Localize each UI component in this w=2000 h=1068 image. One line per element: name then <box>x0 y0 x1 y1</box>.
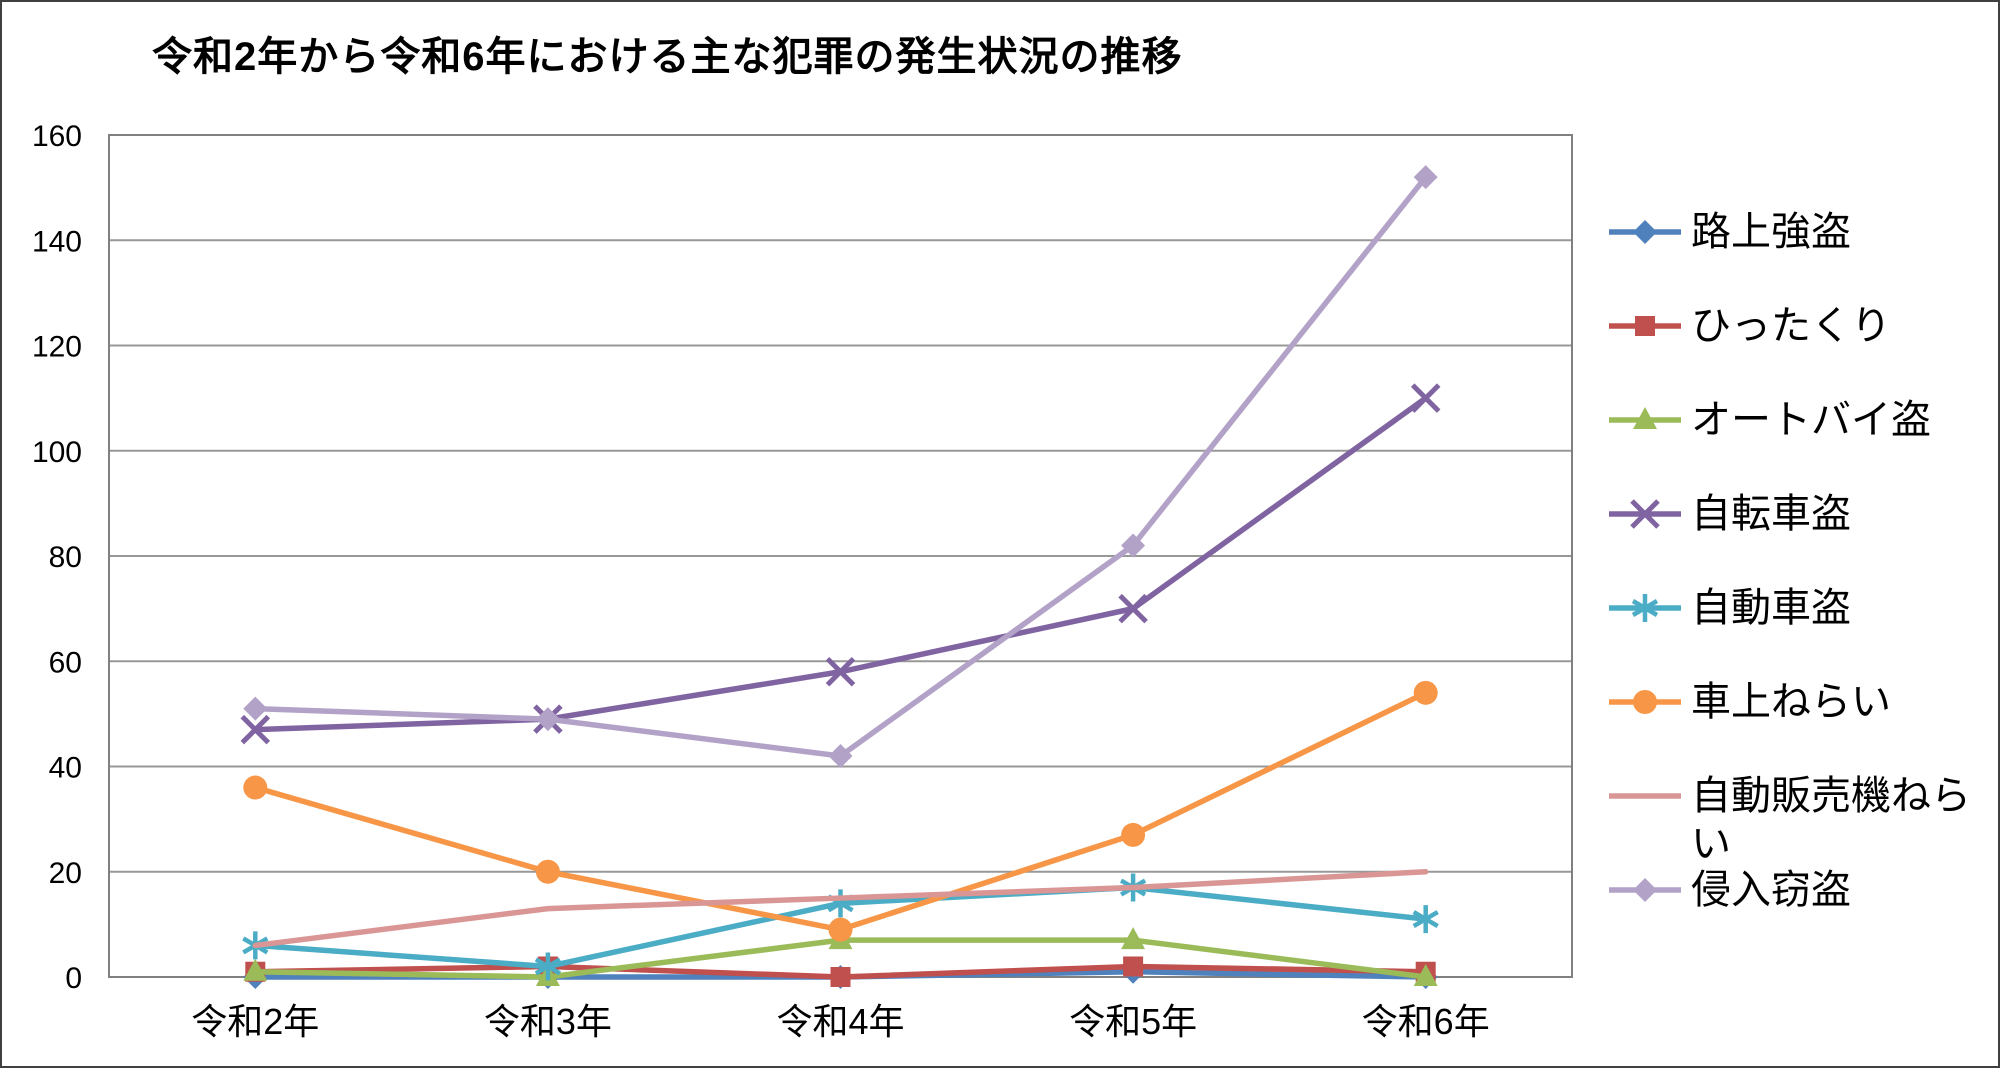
y-axis-tick-label: 160 <box>32 120 82 153</box>
x-axis-tick-label: 令和2年 <box>191 1001 319 1042</box>
legend-label: 自動車盗 <box>1691 586 1851 630</box>
series-7 <box>243 165 1438 768</box>
series-marker-asterisk <box>1412 905 1439 934</box>
legend-label: 路上強盗 <box>1691 210 1851 254</box>
x-axis-tick-label: 令和6年 <box>1362 1001 1490 1042</box>
series-marker-square <box>830 967 851 987</box>
series-marker-diamond <box>1413 165 1438 190</box>
legend-label: 侵入窃盗 <box>1691 868 1851 912</box>
legend-marker-icon <box>1609 594 1681 622</box>
series-marker-triangle <box>1633 407 1657 429</box>
y-axis-tick-label: 40 <box>49 752 82 785</box>
legend-marker-icon <box>1609 407 1681 429</box>
series-marker-diamond <box>243 696 268 721</box>
series-marker-diamond <box>1633 878 1657 902</box>
series-marker-square <box>1635 316 1655 336</box>
series-marker-x <box>240 714 271 745</box>
series-6 <box>252 869 1429 949</box>
series-line <box>252 869 1429 949</box>
series-5 <box>243 680 1438 942</box>
legend-item-5: 車上ねらい <box>1609 655 1991 749</box>
series-marker-diamond <box>1121 533 1146 558</box>
legend: 路上強盗ひったくりオートバイ盗 自転車盗自動車盗車上ねらい自動販売機ねらい 侵入窃盗 <box>1609 185 1991 937</box>
series-4 <box>242 873 1439 981</box>
series-marker-x <box>1118 593 1148 624</box>
series-marker-circle <box>535 859 560 884</box>
series-line <box>252 395 1429 733</box>
x-axis-tick-label: 令和3年 <box>484 1001 612 1042</box>
legend-item-6: 自動販売機ねらい <box>1609 749 1991 866</box>
y-axis-tick-label: 120 <box>32 331 82 364</box>
series-marker-triangle <box>1121 927 1146 950</box>
legend-label: オートバイ盗 <box>1691 398 1931 442</box>
x-axis: 令和2年 令和3年 令和4年 令和5年 令和6年 <box>191 1001 1489 1042</box>
series-marker-asterisk <box>1631 594 1659 622</box>
y-axis-tick-label: 100 <box>32 436 82 469</box>
series-marker-diamond <box>535 707 560 732</box>
legend-label: 車上ねらい <box>1691 680 1891 724</box>
series-marker-x <box>1410 383 1441 413</box>
series-marker-x <box>825 657 856 687</box>
legend-item-1: ひったくり <box>1609 279 1991 373</box>
y-axis: 0 20 40 60 80 100 120 140 160 <box>32 120 82 995</box>
y-axis-tick-label: 0 <box>65 962 82 995</box>
y-axis-tick-label: 80 <box>49 541 82 574</box>
series-marker-triangle <box>1413 964 1438 986</box>
legend-item-7: 侵入窃盗 <box>1609 843 1991 937</box>
series-marker-square <box>1123 956 1144 977</box>
legend-item-4: 自動車盗 <box>1609 561 1991 655</box>
series-marker-diamond <box>1633 220 1657 244</box>
legend-item-3: 自転車盗 <box>1609 467 1991 561</box>
legend-label: ひったくり <box>1691 304 1891 348</box>
legend-marker-icon <box>1609 220 1681 244</box>
y-axis-tick-label: 60 <box>49 646 82 679</box>
legend-label: 自動販売機ねらい <box>1691 774 1971 866</box>
series-marker-circle <box>1121 822 1146 847</box>
series-marker-circle <box>1413 680 1438 705</box>
series-3 <box>240 383 1441 745</box>
legend-item-2: オートバイ盗 <box>1609 373 1991 467</box>
series-marker-x <box>1630 499 1660 529</box>
series-marker-asterisk <box>534 952 562 981</box>
x-axis-tick-label: 令和4年 <box>776 1001 904 1042</box>
y-axis-tick-label: 140 <box>32 225 82 258</box>
series-marker-circle <box>243 775 268 800</box>
x-axis-tick-label: 令和5年 <box>1069 1001 1197 1042</box>
y-axis-tick-label: 20 <box>49 857 82 890</box>
series-marker-circle <box>828 917 853 942</box>
legend-marker-icon <box>1609 499 1681 529</box>
legend-marker-icon <box>1609 793 1681 799</box>
legend-label: 自転車盗 <box>1691 492 1851 536</box>
legend-item-0: 路上強盗 <box>1609 185 1991 279</box>
series-marker-circle <box>1633 690 1657 714</box>
legend-marker-icon <box>1609 316 1681 336</box>
gridlines <box>109 134 1572 978</box>
legend-marker-icon <box>1609 878 1681 902</box>
series-marker-triangle <box>243 958 268 981</box>
legend-marker-icon <box>1609 690 1681 714</box>
series-marker-diamond <box>828 743 853 768</box>
chart-title: 令和2年から令和6年における主な犯罪の発生状況の推移 <box>152 35 1183 79</box>
